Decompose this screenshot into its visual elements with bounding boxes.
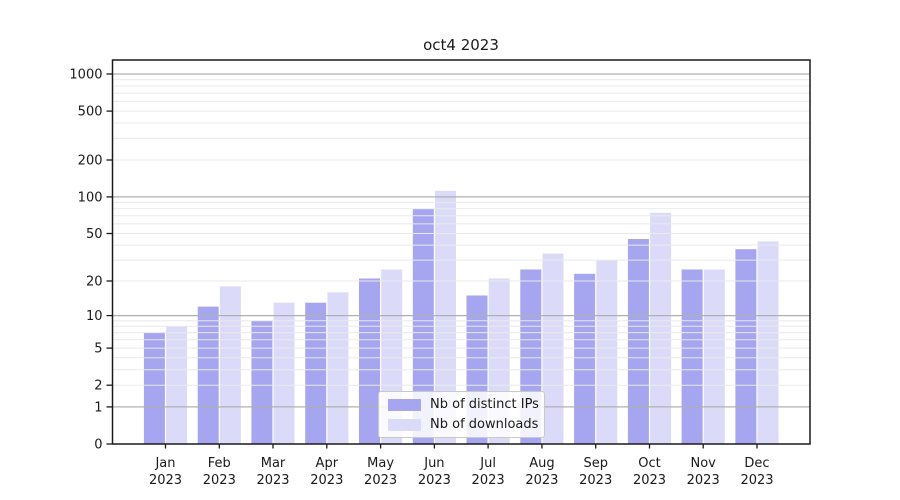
- legend-item-downloads: Nb of downloads: [379, 417, 544, 432]
- bar-downloads-oct: [650, 212, 672, 444]
- bar-distinct-ips-dec: [735, 249, 757, 444]
- bar-downloads-dec: [757, 241, 779, 444]
- legend-label-downloads: Nb of downloads: [430, 417, 539, 432]
- y-axis-tick-label: 50: [86, 227, 103, 242]
- x-axis-tick-label: Jan 2023: [149, 456, 182, 488]
- x-axis-tick-label: Aug 2023: [525, 456, 558, 488]
- legend-label-distinct-ips: Nb of distinct IPs: [430, 397, 539, 412]
- bar-distinct-ips-oct: [627, 239, 649, 444]
- y-axis-tick-label: 100: [78, 190, 103, 205]
- y-axis-tick-label: 1000: [69, 68, 102, 83]
- x-axis-tick-label: Feb 2023: [203, 456, 236, 488]
- y-axis-tick-label: 0: [94, 438, 102, 453]
- x-axis-tick-label: Mar 2023: [256, 456, 289, 488]
- x-axis-tick-label: Jun 2023: [418, 456, 451, 488]
- x-axis-tick-label: Apr 2023: [310, 456, 343, 488]
- legend-item-distinct-ips: Nb of distinct IPs: [379, 397, 544, 412]
- bar-downloads-mar: [273, 302, 295, 444]
- bar-downloads-nov: [703, 269, 725, 444]
- bar-distinct-ips-sep: [574, 273, 596, 444]
- x-axis-tick-label: Sep 2023: [579, 456, 612, 488]
- bar-distinct-ips-feb: [197, 306, 219, 444]
- legend-swatch-downloads: [388, 418, 421, 431]
- bar-distinct-ips-may: [359, 278, 380, 444]
- legend: Nb of distinct IPs Nb of downloads: [378, 391, 545, 438]
- bar-distinct-ips-apr: [305, 302, 327, 444]
- y-axis-tick-label: 10: [86, 309, 103, 324]
- y-axis-tick-label: 1: [94, 400, 102, 415]
- x-axis-tick-label: Dec 2023: [740, 456, 773, 488]
- x-axis-tick-label: May 2023: [364, 456, 397, 488]
- chart-title: oct4 2023: [423, 36, 499, 54]
- y-axis-tick-label: 20: [86, 275, 103, 290]
- y-axis-tick-label: 500: [78, 105, 103, 120]
- y-axis-tick-label: 5: [94, 342, 102, 357]
- bar-downloads-feb: [219, 286, 241, 444]
- x-axis-tick-label: Jul 2023: [472, 456, 505, 488]
- bar-downloads-sep: [596, 260, 618, 444]
- plot-border: [111, 59, 811, 445]
- y-axis-tick-label: 2: [94, 379, 102, 394]
- x-axis-tick-label: Nov 2023: [687, 456, 720, 488]
- bar-distinct-ips-nov: [681, 269, 703, 444]
- legend-swatch-distinct-ips: [388, 398, 421, 411]
- bar-distinct-ips-jan: [143, 332, 165, 444]
- bar-downloads-jun: [435, 190, 456, 444]
- y-axis-tick-label: 200: [78, 154, 103, 169]
- bar-downloads-aug: [542, 253, 564, 444]
- x-axis-tick-label: Oct 2023: [633, 456, 666, 488]
- bar-distinct-ips-mar: [251, 320, 273, 444]
- bar-downloads-apr: [327, 292, 349, 444]
